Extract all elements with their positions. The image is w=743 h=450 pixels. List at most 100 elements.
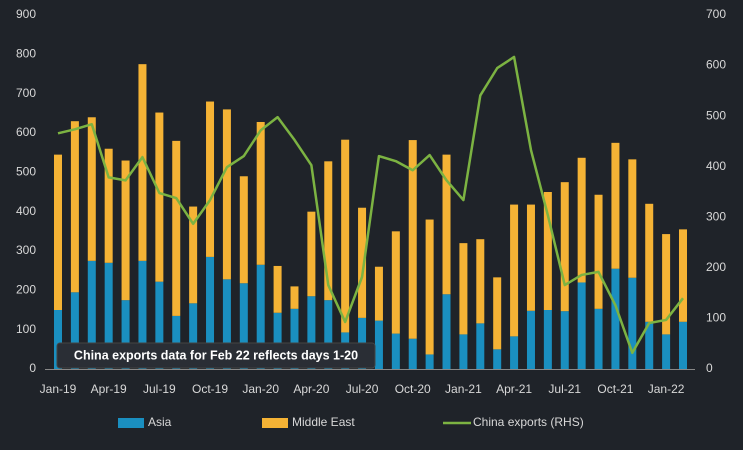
bar: [239, 283, 248, 369]
x-tick-label: Apr-19: [91, 382, 127, 396]
bar: [54, 154, 62, 310]
bar: [543, 310, 552, 369]
bar: [121, 160, 130, 301]
bar: [391, 333, 400, 369]
x-tick-label: Jul-20: [346, 382, 379, 396]
bar: [611, 142, 620, 269]
bar: [222, 279, 231, 369]
legend-label: China exports (RHS): [473, 415, 584, 429]
bar: [239, 176, 248, 284]
bar: [172, 315, 181, 369]
bar: [577, 157, 586, 283]
bar: [645, 321, 654, 369]
bar: [189, 303, 198, 369]
x-tick-label: Jul-21: [548, 382, 581, 396]
bar: [493, 277, 502, 350]
bar: [222, 109, 231, 280]
bar: [510, 336, 519, 369]
y-tick-label: 400: [16, 204, 36, 218]
bar: [273, 265, 282, 313]
bar: [324, 300, 333, 369]
x-tick-label: Oct-19: [192, 382, 228, 396]
y-tick-label: 700: [16, 86, 36, 100]
y2-tick-label: 700: [706, 7, 726, 21]
bar: [628, 159, 637, 278]
bar: [104, 262, 113, 369]
y-tick-label: 800: [16, 47, 36, 61]
y2-tick-label: 600: [706, 58, 726, 72]
bar: [138, 64, 147, 261]
bar: [408, 140, 417, 339]
bar: [510, 204, 519, 337]
bar: [645, 203, 654, 322]
bar: [662, 334, 671, 369]
bar: [324, 161, 333, 301]
bar: [459, 334, 468, 369]
bar: [256, 121, 265, 265]
bar: [358, 207, 367, 318]
x-tick-label: Jul-19: [143, 382, 176, 396]
bar: [577, 282, 586, 369]
legend-label: Asia: [148, 415, 172, 429]
bar: [87, 260, 96, 369]
bar: [54, 310, 62, 369]
bar: [560, 182, 569, 312]
bar: [442, 154, 451, 295]
y-tick-label: 100: [16, 322, 36, 336]
bar: [155, 281, 164, 369]
x-tick-label: Apr-21: [496, 382, 532, 396]
bar: [189, 206, 198, 304]
bar: [543, 192, 552, 310]
x-tick-label: Jan-21: [445, 382, 482, 396]
bar: [594, 194, 603, 309]
y-tick-label: 500: [16, 165, 36, 179]
legend-swatch: [118, 418, 144, 428]
y2-tick-label: 400: [706, 159, 726, 173]
bar: [70, 292, 79, 369]
x-tick-label: Apr-20: [293, 382, 329, 396]
bar: [273, 312, 282, 369]
x-tick-label: Oct-20: [395, 382, 431, 396]
bar: [256, 264, 265, 369]
bar: [104, 148, 113, 263]
y-tick-label: 300: [16, 243, 36, 257]
x-tick-label: Jan-20: [242, 382, 279, 396]
bar: [628, 277, 637, 369]
bar: [560, 311, 569, 369]
y2-tick-label: 100: [706, 311, 726, 325]
bar: [374, 266, 383, 321]
annotation: China exports data for Feb 22 reflects d…: [74, 348, 358, 362]
bar: [425, 219, 434, 355]
bar: [307, 296, 316, 369]
bar: [341, 139, 350, 333]
y2-tick-label: 300: [706, 209, 726, 223]
bar: [611, 268, 620, 369]
bar: [290, 286, 299, 309]
bar: [594, 308, 603, 369]
bar: [87, 117, 96, 261]
legend-label: Middle East: [292, 415, 355, 429]
y-tick-label: 900: [16, 7, 36, 21]
line: [57, 55, 684, 355]
y2-tick-label: 200: [706, 260, 726, 274]
bar: [662, 234, 671, 335]
bar: [526, 310, 535, 369]
bar: [155, 112, 164, 282]
x-tick-label: Jan-22: [648, 382, 685, 396]
bar: [526, 204, 535, 311]
annotation-box: [56, 342, 376, 369]
x-tick-label: Jan-19: [40, 382, 77, 396]
bar: [374, 320, 383, 369]
y-tick-label: 600: [16, 125, 36, 139]
y2-tick-label: 500: [706, 108, 726, 122]
bar: [121, 300, 130, 369]
bar: [70, 121, 79, 293]
bar: [493, 349, 502, 369]
y-tick-label: 0: [29, 361, 36, 375]
bar: [290, 308, 299, 369]
bar: [408, 338, 417, 369]
bar: [425, 354, 434, 369]
bar: [206, 101, 215, 257]
bar: [391, 231, 400, 334]
x-tick-label: Oct-21: [597, 382, 633, 396]
